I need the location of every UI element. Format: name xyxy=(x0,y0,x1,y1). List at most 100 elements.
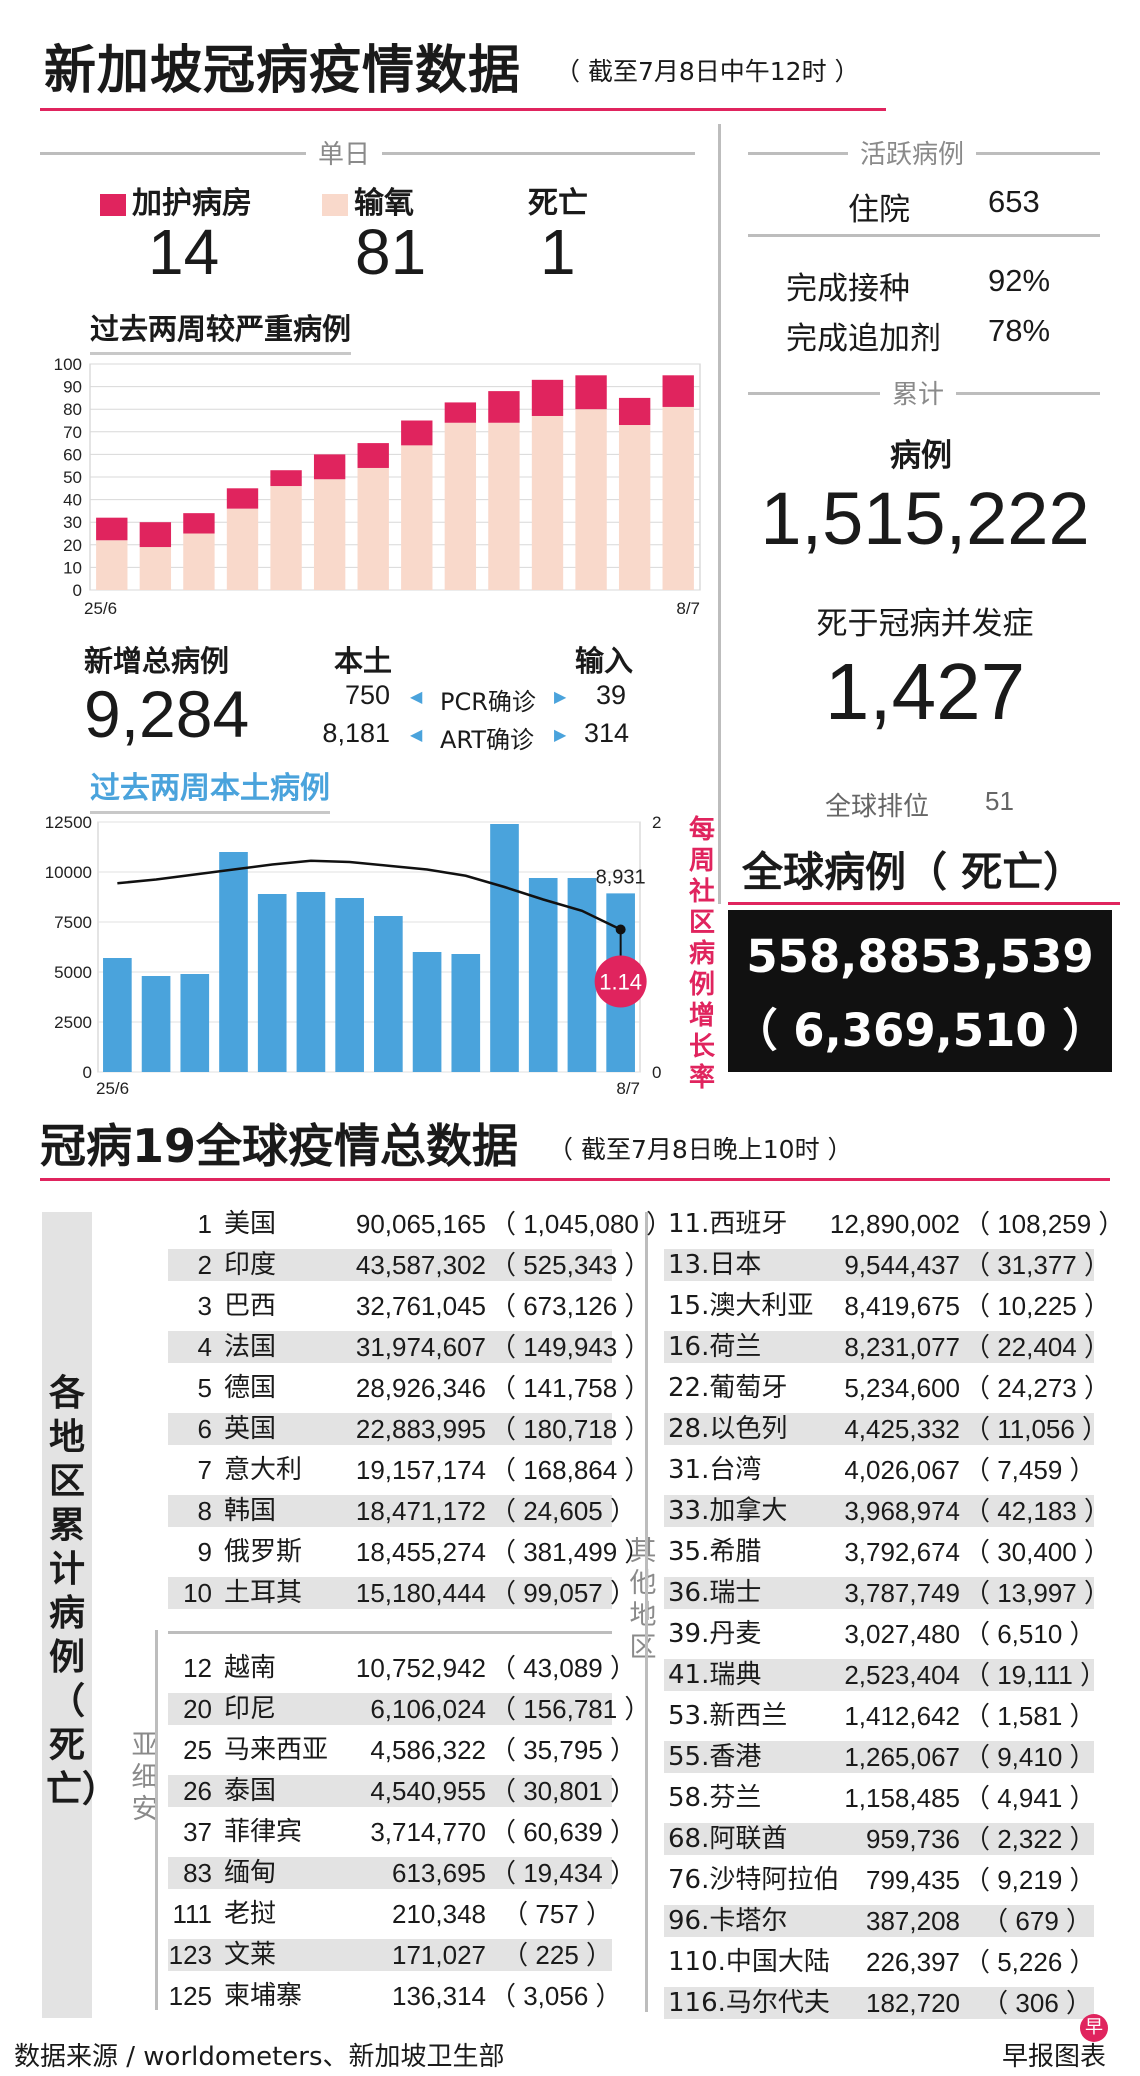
country-cell: 39.丹麦 xyxy=(668,1619,762,1649)
bar-oxygen xyxy=(313,479,346,590)
global-deaths: （ 6,369,510 ） xyxy=(732,1004,1108,1057)
table-row: 36.瑞士 3,787,749 （ 13,997 ） xyxy=(664,1577,1110,1609)
bar-oxygen xyxy=(444,422,477,590)
cases-cell: 3,792,674 xyxy=(844,1537,960,1567)
global-rule xyxy=(40,1178,1110,1181)
y-tick-label: 10 xyxy=(63,558,82,577)
cases-cell: 799,435 xyxy=(866,1865,960,1895)
cases-cell: 4,425,332 xyxy=(844,1414,960,1444)
deaths-cell: （ 1,581 ） xyxy=(964,1701,1096,1731)
deaths-cell: （ 99,057 ） xyxy=(490,1578,636,1608)
deaths-cell: （ 180,718 ） xyxy=(490,1414,651,1444)
global-cases: 558,8853,539 xyxy=(746,930,1094,983)
cum-cases-value: 1,515,222 xyxy=(760,477,1090,560)
booster-label: 完成追加剂 xyxy=(786,321,941,357)
side-label-bar xyxy=(42,1212,92,2018)
imported-label: 输入 xyxy=(575,644,634,678)
country-cell: 缅甸 xyxy=(224,1858,277,1888)
country-cell: 越南 xyxy=(224,1653,277,1683)
legend-icu: 加护病房 xyxy=(100,178,252,222)
country-cell: 俄罗斯 xyxy=(224,1537,303,1567)
country-cell: 11.西班牙 xyxy=(668,1209,788,1239)
growth-marker xyxy=(594,955,647,1008)
table-row: 11.西班牙 12,890,002 （ 108,259 ） xyxy=(664,1208,1124,1240)
table-row: 8 韩国 18,471,172 （ 24,605 ） xyxy=(168,1495,636,1527)
table-row: 123 文莱 171,027 （ 225 ） xyxy=(168,1939,612,1971)
bar-icu xyxy=(575,375,607,410)
country-cell: 58.芬兰 xyxy=(668,1783,762,1813)
bar-oxygen xyxy=(96,540,128,590)
country-cell: 36.瑞士 xyxy=(668,1578,762,1608)
country-cell: 116.马尔代夫 xyxy=(668,1988,830,2018)
rank-label: 全球排位 xyxy=(825,792,930,822)
bar-local-cases xyxy=(528,878,558,1072)
right-triangle-icon: ▶ xyxy=(554,725,567,744)
x-tick-label: 8/7 xyxy=(676,599,700,618)
bar-local-cases xyxy=(257,894,287,1072)
bar-icu xyxy=(488,391,520,423)
rank-cell: 8 xyxy=(197,1496,212,1526)
bar-icu xyxy=(226,488,259,509)
icu-swatch xyxy=(100,193,126,216)
rank-cell: 3 xyxy=(197,1291,212,1321)
cases-cell: 1,412,642 xyxy=(844,1701,960,1731)
hospital-label: 住院 xyxy=(848,192,910,228)
credit-label: 早报图表 xyxy=(1002,2042,1107,2072)
deaths-cell: （ 381,499 ） xyxy=(490,1537,651,1567)
y-tick-label: 0 xyxy=(73,581,82,600)
rank-cell: 2 xyxy=(197,1250,212,1280)
rank-cell: 12 xyxy=(183,1653,212,1683)
rank-cell: 37 xyxy=(183,1817,212,1847)
global-box: 558,8853,539 （ 6,369,510 ） xyxy=(728,910,1112,1072)
bar-oxygen xyxy=(401,445,433,590)
bar-oxygen xyxy=(488,422,520,590)
country-cell: 老挝 xyxy=(224,1899,277,1929)
table-row: 53.新西兰 1,412,642 （ 1,581 ） xyxy=(664,1700,1096,1732)
rank-cell: 6 xyxy=(197,1414,212,1444)
table-row: 26 泰国 4,540,955 （ 30,801 ） xyxy=(168,1775,636,1807)
bar-icu xyxy=(401,420,433,446)
country-cell: 印尼 xyxy=(224,1694,277,1724)
local-chart-title: 过去两周本土病例 xyxy=(90,763,330,814)
cases-cell: 8,419,675 xyxy=(844,1291,960,1321)
deaths-cell: （ 525,343 ） xyxy=(490,1250,651,1280)
deaths-cell: （ 757 ） xyxy=(502,1899,612,1929)
table-row: 41.瑞典 2,523,404 （ 19,111 ） xyxy=(664,1659,1106,1691)
booster-value: 78% xyxy=(988,313,1051,348)
y-tick-label: 2500 xyxy=(54,1013,92,1032)
cases-cell: 5,234,600 xyxy=(844,1373,960,1403)
y-tick-label: 30 xyxy=(63,513,82,532)
oxygen-label: 输氧 xyxy=(354,186,414,221)
table-row: 28.以色列 4,425,332 （ 11,056 ） xyxy=(664,1413,1108,1445)
cases-cell: 18,471,172 xyxy=(355,1496,486,1526)
cases-cell: 19,157,174 xyxy=(355,1455,486,1485)
bar-local-cases xyxy=(296,892,326,1072)
pcr-imported-value: 39 xyxy=(596,680,627,710)
table-row: 13.日本 9,544,437 （ 31,377 ） xyxy=(664,1249,1110,1281)
deaths-cell: （ 43,089 ） xyxy=(490,1653,636,1683)
y-tick-label: 20 xyxy=(63,536,82,555)
bar-icu xyxy=(96,517,128,541)
table-row: 68.阿联酋 959,736 （ 2,322 ） xyxy=(664,1823,1096,1855)
bar-oxygen xyxy=(270,486,302,590)
active-section-label: 活跃病例 xyxy=(848,134,977,171)
deaths-cell: （ 30,400 ） xyxy=(964,1537,1110,1567)
cases-cell: 10,752,942 xyxy=(355,1653,486,1683)
rank-cell: 111 xyxy=(172,1899,212,1929)
country-cell: 意大利 xyxy=(224,1455,303,1485)
bar-oxygen xyxy=(183,533,215,590)
cum-deaths-value: 1,427 xyxy=(824,647,1026,736)
country-cell: 泰国 xyxy=(224,1776,277,1806)
table-row: 110.中国大陆 226,397 （ 5,226 ） xyxy=(664,1946,1096,1978)
page-as-of: （ 截至7月8日中午12时 ） xyxy=(555,57,860,86)
column-divider xyxy=(718,124,721,904)
country-cell: 巴西 xyxy=(224,1291,277,1321)
deaths-cell: （ 679 ） xyxy=(982,1906,1092,1936)
country-cell: 35.希腊 xyxy=(668,1537,762,1567)
cases-cell: 28,926,346 xyxy=(355,1373,486,1403)
severe-chart-title: 过去两周较严重病例 xyxy=(90,306,352,355)
y-tick-label: 12500 xyxy=(45,813,92,832)
cases-cell: 4,026,067 xyxy=(844,1455,960,1485)
deaths-cell: （ 3,056 ） xyxy=(490,1981,622,2011)
y-tick-label: 100 xyxy=(54,355,82,374)
